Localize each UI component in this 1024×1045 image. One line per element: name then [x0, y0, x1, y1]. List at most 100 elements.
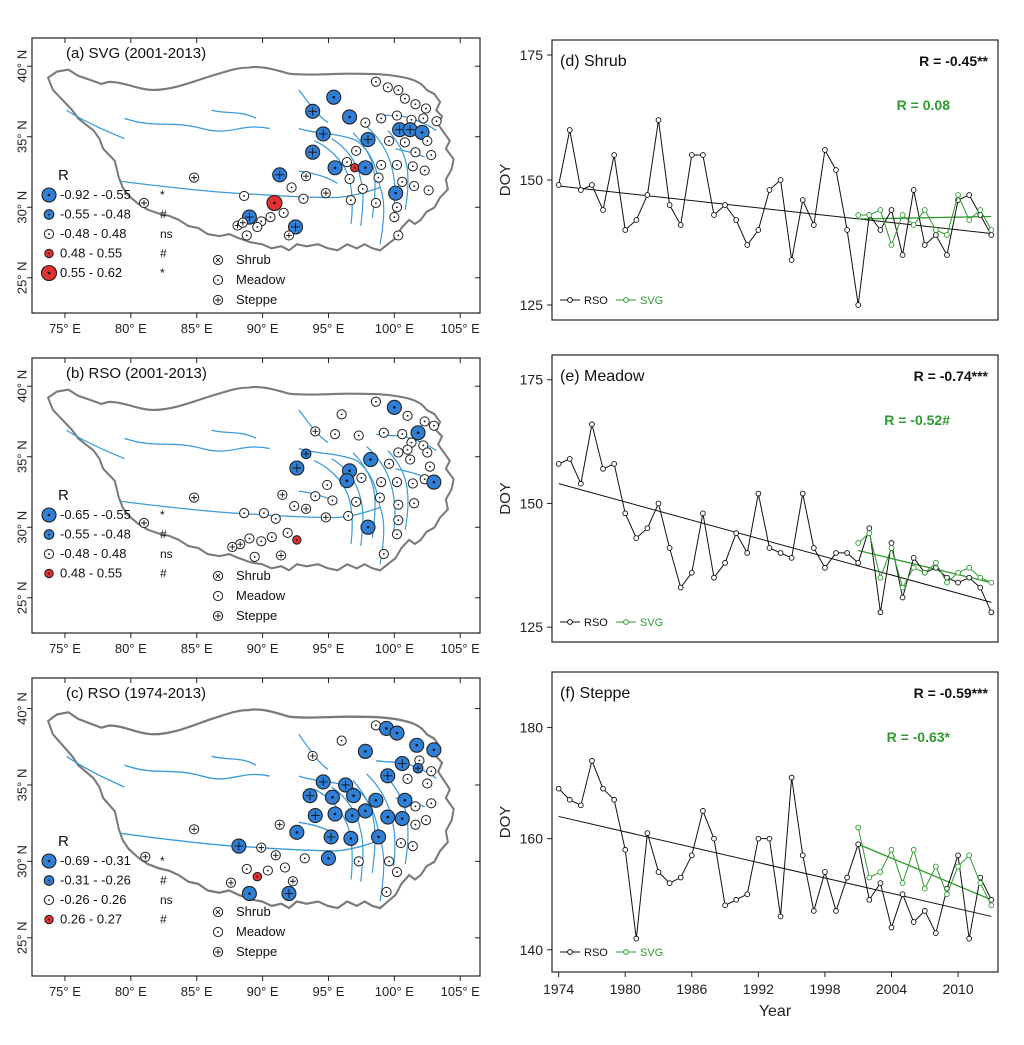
site-marker	[426, 798, 437, 809]
meadow-dot-icon	[375, 724, 377, 727]
r-value-rso: R = -0.74***	[914, 368, 989, 384]
svg-point	[966, 217, 973, 223]
map-title: (b) RSO (2001-2013)	[66, 365, 207, 382]
rso-point	[877, 227, 884, 233]
legend-marker	[41, 853, 57, 869]
svg-point	[888, 242, 895, 248]
meadow-dot-icon	[346, 161, 348, 164]
site-marker	[341, 157, 353, 168]
svg-point	[910, 564, 917, 571]
site-type-label: Meadow	[236, 924, 286, 939]
river-line	[298, 127, 381, 188]
site-marker	[410, 147, 421, 158]
lon-tick-label: 80° E	[115, 641, 147, 656]
meadow-dot-icon	[375, 400, 377, 403]
shrub-x-icon	[215, 573, 221, 579]
meadow-dot-icon	[426, 782, 429, 785]
site-marker	[409, 180, 420, 192]
meadow-dot-icon	[47, 193, 51, 197]
site-marker	[188, 172, 200, 183]
lat-tick-label: 30° N	[14, 191, 29, 224]
rso-point	[933, 232, 939, 238]
steppe-cross-icon	[191, 174, 197, 181]
rso-point	[966, 574, 973, 581]
rso-point	[644, 525, 651, 532]
site-marker	[419, 416, 430, 427]
site-marker	[402, 444, 413, 455]
meadow-dot-icon	[340, 413, 343, 416]
site-marker	[391, 477, 403, 488]
site-marker	[286, 182, 297, 193]
rso-point	[777, 550, 784, 556]
river-line	[120, 500, 381, 519]
legend-range: 0.48 - 0.55	[60, 566, 122, 581]
site-marker	[275, 550, 287, 561]
chart-title: (d) Shrub	[560, 53, 627, 70]
rso-point	[955, 852, 961, 859]
rso-trend-line	[558, 185, 992, 234]
meadow-dot-icon	[286, 531, 289, 534]
meadow-dot-icon	[353, 166, 356, 169]
site-marker	[344, 173, 355, 185]
site-marker	[310, 491, 321, 502]
meadow-dot-icon	[364, 809, 367, 813]
lon-tick-label: 75° E	[49, 984, 81, 999]
site-marker	[343, 830, 359, 847]
lat-tick-label: 25° N	[14, 581, 29, 614]
svg-point	[866, 530, 873, 536]
lon-tick-label: 95° E	[312, 321, 344, 336]
site-marker	[299, 853, 310, 864]
meadow-dot-icon	[303, 857, 306, 860]
svg-point	[933, 227, 939, 233]
legend-rso-label: RSO	[584, 617, 608, 629]
steppe-cross-icon	[275, 170, 285, 180]
site-marker	[383, 856, 395, 867]
meadow-dot-icon	[416, 431, 420, 435]
river-line	[331, 138, 364, 227]
rso-point	[810, 222, 817, 228]
steppe-cross-icon	[229, 544, 236, 550]
site-marker	[282, 527, 293, 538]
site-marker	[300, 171, 312, 182]
site-marker	[279, 862, 291, 873]
site-marker	[244, 533, 255, 544]
site-marker	[287, 876, 298, 887]
site-marker	[277, 489, 288, 500]
site-marker	[138, 197, 150, 209]
site-marker	[345, 195, 356, 206]
meadow-dot-icon	[357, 860, 360, 863]
meadow-dot-icon	[382, 431, 385, 434]
site-marker	[258, 508, 270, 519]
site-marker	[241, 230, 252, 241]
meadow-dot-icon	[314, 495, 317, 498]
steppe-cross-icon	[237, 541, 244, 548]
rso-point	[589, 758, 595, 764]
steppe-cross-icon	[341, 780, 350, 790]
rso-point	[700, 808, 706, 814]
rso-point	[611, 461, 617, 467]
meadow-dot-icon	[364, 750, 367, 753]
site-marker	[320, 188, 331, 199]
steppe-cross-icon	[292, 463, 302, 473]
site-type-icon	[212, 294, 224, 306]
meadow-dot-icon	[333, 812, 337, 816]
site-marker	[391, 159, 403, 171]
legend-range: -0.69 - -0.31	[60, 853, 131, 868]
site-marker	[252, 871, 263, 882]
site-marker	[140, 851, 151, 862]
rso-point	[611, 152, 617, 158]
legend-sig: *	[160, 188, 165, 202]
site-marker	[239, 190, 250, 202]
site-marker	[357, 160, 373, 176]
meadow-dot-icon	[357, 434, 360, 437]
meadow-dot-icon	[274, 517, 277, 520]
meadow-dot-icon	[396, 533, 398, 536]
svg-point	[988, 227, 995, 233]
meadow-dot-icon	[366, 525, 370, 529]
meadow-dot-icon	[435, 120, 438, 123]
site-marker	[327, 160, 343, 176]
steppe-cross-icon	[308, 106, 317, 116]
site-marker	[305, 103, 321, 119]
meadow-dot-icon	[355, 149, 358, 152]
site-type-label: Meadow	[236, 272, 286, 287]
